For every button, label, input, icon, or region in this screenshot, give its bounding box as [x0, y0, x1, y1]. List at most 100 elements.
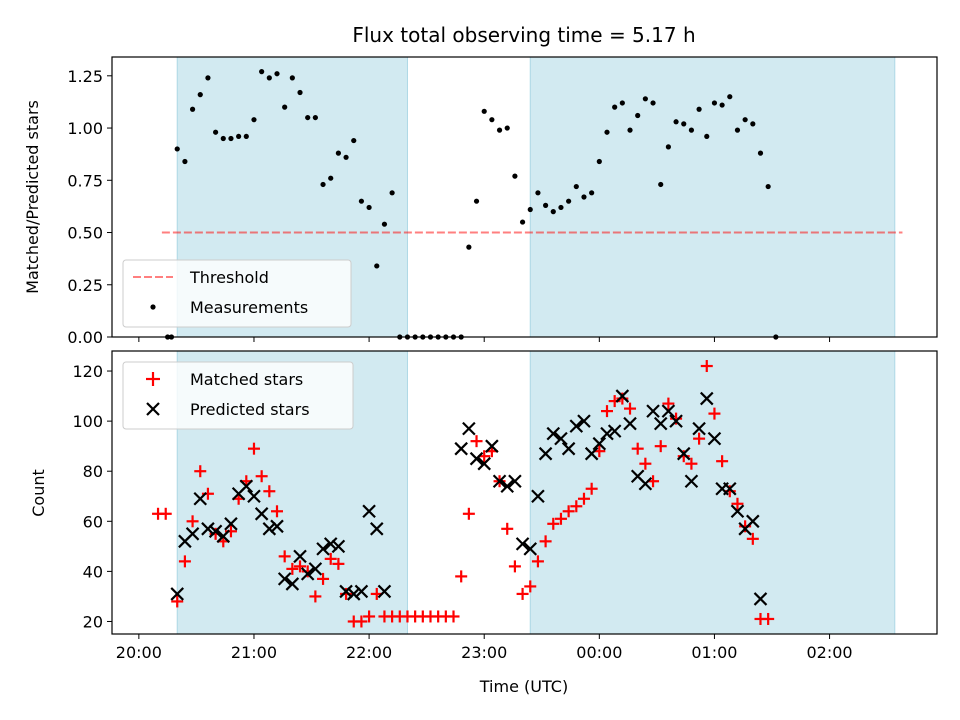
measurement-point [328, 175, 334, 181]
measurement-point [665, 144, 671, 150]
predicted-star-point [699, 391, 714, 406]
x-tick-label: 21:00 [231, 643, 277, 662]
measurement-point [343, 154, 349, 160]
measurement-point [673, 119, 679, 125]
plot-frame [111, 350, 938, 635]
measurement-point [581, 194, 587, 200]
measurement-point [266, 75, 272, 81]
y-tick-label: 1.00 [67, 119, 103, 138]
legend-measurements-swatch [150, 304, 156, 310]
predicted-star-point [285, 577, 300, 591]
matched-star-point [255, 470, 268, 483]
measurement-point [719, 102, 725, 108]
predicted-star-point [577, 414, 591, 428]
matched-star-point [447, 610, 460, 623]
matched-star-point [746, 532, 759, 545]
measurement-point [389, 190, 395, 196]
predicted-star-point [201, 522, 215, 536]
matched-star-point [317, 572, 330, 585]
measurement-point [320, 181, 326, 188]
predicted-star-point [462, 421, 476, 436]
predicted-star-point [523, 542, 538, 556]
measurement-point [550, 209, 556, 215]
y-tick-label: 20 [83, 612, 103, 631]
measurement-point [366, 204, 372, 211]
predicted-star-point [723, 481, 737, 496]
matched-star-point [263, 485, 276, 498]
measurement-point [213, 129, 219, 135]
predicted-star-point [346, 587, 361, 601]
measurement-point [243, 133, 249, 140]
measurement-point [566, 198, 572, 204]
predicted-star-point [638, 476, 653, 491]
measurement-point [473, 198, 480, 204]
measurement-point [220, 135, 226, 142]
predicted-star-point [538, 446, 553, 461]
matched-star-point [570, 500, 583, 513]
legend-label-threshold: Threshold [189, 268, 269, 287]
measurement-point [727, 94, 733, 100]
matched-star-point [700, 360, 713, 373]
matched-star-point [186, 515, 199, 528]
measurement-point [251, 117, 257, 123]
measurement-point [297, 89, 303, 96]
x-tick-label: 01:00 [691, 643, 737, 662]
x-tick-label: 02:00 [807, 643, 853, 662]
matched-star-point [631, 442, 644, 455]
matched-star-point [716, 455, 729, 468]
matched-star-point [601, 405, 613, 418]
matched-star-point [585, 482, 598, 495]
predicted-star-point [669, 414, 683, 428]
matched-star-point [662, 397, 675, 410]
predicted-star-point [477, 456, 491, 471]
predicted-star-point [300, 567, 315, 581]
y-tick-label: 0.00 [67, 328, 103, 347]
measurement-point [750, 121, 756, 127]
matched-star-point [654, 440, 667, 453]
measurement-point [236, 133, 242, 140]
measurement-point [305, 114, 311, 121]
plot-frame [111, 56, 938, 338]
predicted-star-point [277, 572, 292, 586]
matched-star-point [508, 560, 521, 573]
predicted-star-point [170, 587, 185, 601]
predicted-star-point [508, 474, 522, 489]
measurement-point [512, 173, 518, 179]
predicted-star-point [469, 451, 484, 466]
predicted-star-point [515, 537, 530, 551]
y-tick-label: 0.50 [67, 224, 103, 243]
matched-star-point [462, 507, 475, 520]
x-ticks: 20:00 21:00 22:00 23:00 00:00 01:00 02:00 [116, 634, 853, 662]
predicted-star-point [208, 524, 223, 539]
predicted-star-point [492, 474, 507, 489]
predicted-star-point [692, 421, 706, 436]
matched-star-point [685, 457, 698, 470]
predicted-star-point [753, 592, 768, 606]
measurement-point [704, 133, 710, 140]
measurement-point [734, 127, 741, 133]
measurement-point [489, 117, 495, 123]
matched-star-point [562, 505, 575, 518]
measurement-point [543, 202, 549, 208]
measurement-point [688, 127, 695, 133]
predicted-star-point [377, 584, 392, 599]
y-tick-label: 80 [83, 462, 103, 481]
measurement-point [205, 75, 211, 81]
measurement-point [742, 117, 748, 123]
predicted-star-point [193, 491, 208, 506]
predicted-star-point [262, 522, 277, 536]
measurement-point [481, 108, 487, 114]
measurement-point [282, 104, 288, 110]
predicted-star-point [485, 439, 499, 453]
x-tick-label: 22:00 [346, 643, 392, 662]
predicted-star-point [354, 584, 369, 599]
measurement-point [358, 198, 365, 204]
measurement-point [711, 100, 718, 106]
y-axis-label: Count [29, 469, 48, 517]
predicted-star-point [623, 416, 637, 431]
predicted-star-point [615, 389, 630, 403]
predicted-star-point [646, 404, 660, 418]
predicted-star-point [239, 479, 254, 494]
measurement-point [527, 206, 533, 213]
